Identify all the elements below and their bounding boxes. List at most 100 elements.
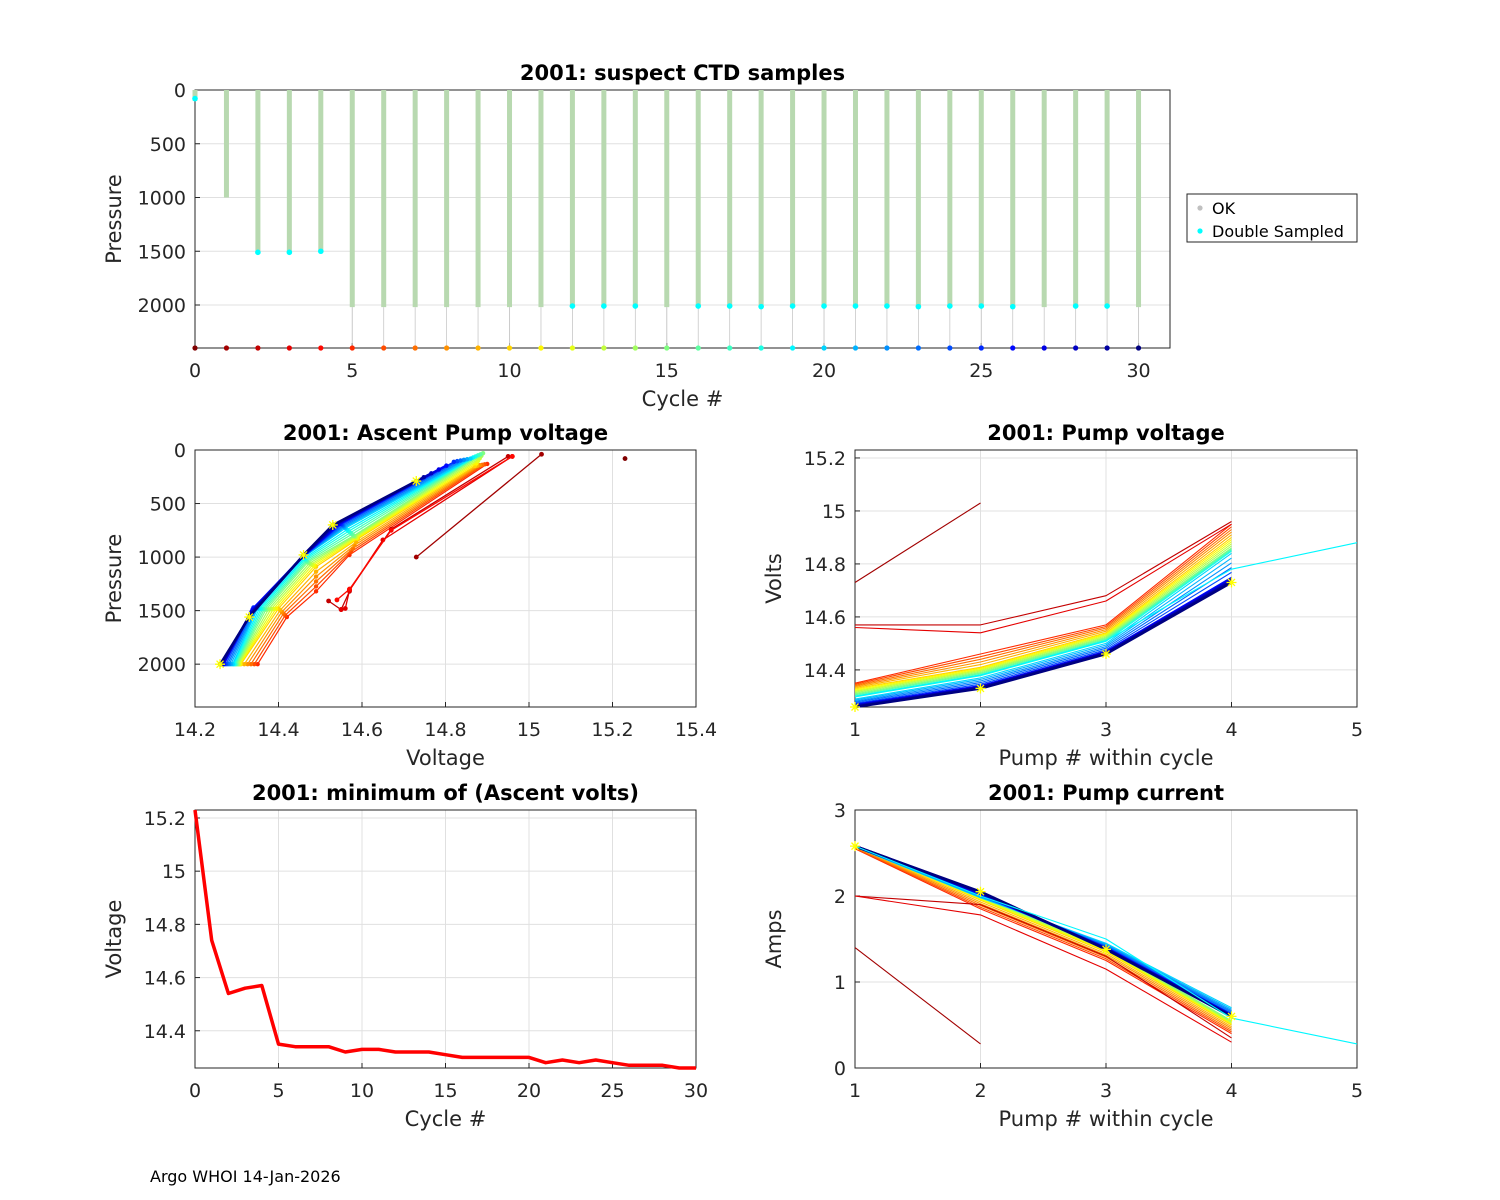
axes-frame [854,809,1358,1069]
x-tick-label: 15.2 [591,719,633,741]
pump-series-line [854,846,1232,1028]
pump-series-line [854,523,1232,634]
latest-cycle-marker [1101,944,1111,955]
y-axis-label: Voltage [102,900,126,979]
cycle-marker [1073,345,1079,351]
ascent-series-line [336,455,513,601]
y-tick-label: 0 [174,80,186,102]
pumpv-axes: 1 2 3 4 5 14.4 14.6 14.8 15 15.2 2001: Pump voltag… [762,421,1363,770]
latest-cycle-marker [327,519,338,530]
y-tick-label: 3 [834,800,846,822]
cycle-marker [475,345,481,351]
y-tick-label: 14.8 [804,554,846,576]
cycle-marker [601,345,607,351]
y-tick-label: 14.6 [804,607,846,629]
x-tick-label: 14.4 [257,719,299,741]
x-tick-label: 30 [684,1080,708,1102]
cycle-marker [1010,345,1016,351]
cycle-marker [632,345,638,351]
double-sampled-point [821,303,827,309]
double-sampled-point [695,303,702,309]
ascent-point [421,474,426,480]
cycle-marker [349,345,355,351]
y-tick-label: 14.4 [144,1021,186,1043]
ascent-point [468,456,473,461]
x-tick-label: 25 [600,1080,624,1102]
pump-series-line [854,895,1232,1043]
x-tick-label: 3 [1100,719,1112,741]
chart-title: 2001: Pump voltage [987,421,1225,445]
cycle-marker [789,345,796,351]
x-tick-label: 4 [1225,719,1237,741]
chart-title: 2001: suspect CTD samples [520,61,845,85]
ascent-point [334,597,340,603]
ascent-point [454,458,460,464]
pump-series-line [854,543,1232,693]
y-tick-label: 15.2 [804,448,846,470]
x-tick-label: 10 [497,360,521,382]
double-sampled-point [1009,303,1016,310]
ascent-axes: 14.2 14.4 14.6 14.8 15 15.2 15.4 0 500 1000 1500 20… [102,421,717,770]
ascent-point [255,661,260,667]
x-axis-label: Cycle # [405,1107,487,1131]
pump-series-line [854,534,1232,688]
pump-series-line [854,536,1232,690]
double-sampled-point [632,303,639,309]
x-axis-label: Pump # within cycle [999,1107,1214,1131]
ascent-series-line [415,453,542,558]
double-sampled-point [255,249,261,256]
chart-title: 2001: Ascent Pump voltage [283,421,608,445]
ascent-point [313,579,319,584]
legend-ok-label: OK [1212,199,1236,218]
cycle-marker [286,345,292,351]
cycle-marker [884,345,890,351]
ascent-point [313,584,319,589]
pump-series-line [854,844,1233,1018]
y-tick-label: 500 [150,494,186,516]
cycle-marker [664,345,670,351]
double-sampled-point [852,303,859,309]
ascent-point [458,458,463,463]
y-tick-label: 0 [174,440,186,462]
pump-series-line [854,539,1232,691]
double-sampled-point [1104,303,1110,309]
x-tick-label: 25 [969,360,993,382]
cycle-marker [381,345,387,351]
y-tick-label: 2000 [138,654,186,676]
pump-series-line [854,895,1232,1039]
y-axis-label: Amps [762,909,786,968]
latest-cycle-marker [1226,577,1237,588]
pump-series-line [854,523,1232,684]
latest-cycle-marker [975,886,986,897]
chart-title: 2001: minimum of (Ascent volts) [252,781,639,805]
cycle-marker [506,345,513,351]
x-tick-label: 5 [272,1080,284,1102]
x-tick-label: 5 [346,360,358,382]
ascent-point [539,451,544,457]
ascent-point [429,471,434,476]
pump-series-line [854,545,1232,694]
y-tick-label: 1000 [138,547,186,569]
y-axis-label: Pressure [102,174,126,264]
y-tick-label: 1500 [138,241,186,263]
cycle-marker [915,345,921,351]
pump-series-line [854,548,1232,696]
y-tick-label: 500 [150,134,186,156]
pump-series-line [854,529,1232,686]
ascent-point [313,569,319,574]
cycle-marker [1041,345,1047,351]
latest-cycle-marker [850,841,860,852]
minv-axes: 0 5 10 15 20 25 30 14.4 14.6 14.8 15 15.2 2001: mini… [102,781,708,1131]
axes-frame [194,809,697,1069]
x-tick-label: 0 [189,360,201,382]
x-tick-label: 10 [350,1080,374,1102]
double-sampled-point [726,303,733,309]
latest-cycle-marker [850,702,860,712]
x-tick-label: 4 [1225,1080,1237,1102]
ascent-point [245,661,250,667]
ascent-point [388,527,394,533]
latest-cycle-marker [215,659,226,670]
pump-series-line [854,557,1232,701]
cycle-marker [192,345,198,351]
y-tick-label: 14.4 [804,660,846,682]
